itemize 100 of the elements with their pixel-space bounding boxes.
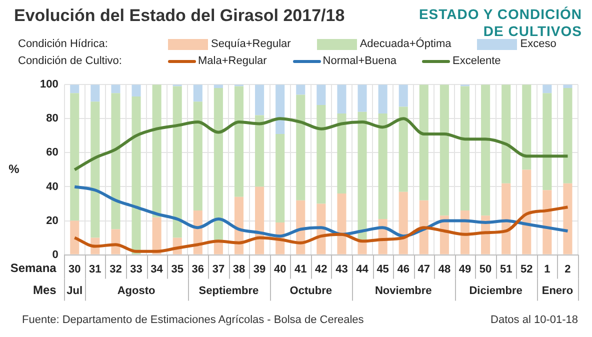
bar bbox=[542, 84, 552, 94]
bar bbox=[460, 86, 470, 211]
bar bbox=[398, 84, 408, 107]
x-tick-label: 32 bbox=[110, 263, 122, 276]
y-tick-label: 40 bbox=[46, 180, 58, 193]
x-tick-label: 43 bbox=[336, 263, 348, 276]
bar bbox=[172, 86, 182, 238]
x-tick-label: 46 bbox=[397, 263, 410, 276]
bar bbox=[358, 112, 367, 240]
bar bbox=[70, 220, 80, 254]
text: Septiembre bbox=[198, 284, 259, 297]
y-axis-title: % bbox=[8, 162, 20, 176]
bar bbox=[70, 93, 80, 221]
chart-subtitle: ESTADO Y CONDICIÓN DE CULTIVOS bbox=[418, 6, 582, 39]
x-tick-label: 44 bbox=[356, 263, 370, 276]
legend-label: Adecuada+Óptima bbox=[360, 38, 452, 50]
bar bbox=[316, 84, 326, 106]
bar bbox=[152, 217, 162, 254]
bar bbox=[214, 88, 223, 242]
y-tick-label: 60 bbox=[46, 146, 58, 159]
legend-label: Exceso bbox=[520, 38, 556, 50]
bar bbox=[316, 105, 326, 204]
x-tick-label: 40 bbox=[274, 263, 286, 276]
x-tick-label: 38 bbox=[232, 263, 246, 276]
bar bbox=[152, 84, 162, 218]
bar bbox=[132, 96, 141, 254]
x-tick-label: 36 bbox=[192, 263, 204, 276]
bar bbox=[563, 183, 572, 254]
text: Noviembre bbox=[374, 284, 432, 297]
x-tick-label: 37 bbox=[212, 263, 225, 276]
bar bbox=[255, 84, 264, 116]
bar bbox=[337, 114, 346, 194]
y-tick-label: 100 bbox=[40, 78, 58, 91]
bar bbox=[90, 102, 100, 238]
x-tick-label: 35 bbox=[171, 263, 184, 276]
bar bbox=[111, 84, 120, 94]
text: Condición Hídrica: bbox=[18, 38, 109, 50]
text: Diciembre bbox=[469, 284, 522, 297]
x-tick-label: 33 bbox=[130, 263, 142, 276]
bar bbox=[440, 84, 449, 216]
y-tick-label: 80 bbox=[46, 112, 58, 125]
bar bbox=[276, 84, 285, 134]
x-tick-label: 30 bbox=[68, 263, 81, 276]
bar bbox=[563, 88, 572, 184]
x-tick-label: 31 bbox=[89, 263, 102, 276]
bar bbox=[70, 84, 80, 94]
legend-label: Normal+Buena bbox=[322, 55, 396, 67]
bar bbox=[542, 93, 552, 190]
bar bbox=[398, 192, 408, 254]
bar bbox=[419, 200, 428, 254]
bar bbox=[193, 84, 202, 102]
text: Octubre bbox=[290, 284, 332, 297]
bar bbox=[337, 84, 346, 114]
bar bbox=[337, 194, 346, 254]
bar bbox=[90, 84, 100, 102]
legend-label: Sequía+Regular bbox=[211, 38, 291, 50]
chart-title: Evolución del Estado del Girasol 2017/18 bbox=[14, 6, 345, 26]
text: Jul bbox=[66, 284, 83, 297]
bar bbox=[522, 84, 532, 170]
bar bbox=[398, 106, 408, 192]
bar bbox=[296, 84, 306, 95]
bar bbox=[378, 114, 388, 220]
text: Condición de Cultivo: bbox=[18, 55, 123, 67]
y-tick-label: 0 bbox=[52, 248, 58, 261]
bar bbox=[522, 170, 532, 254]
x-tick-label: 1 bbox=[544, 263, 550, 276]
bar bbox=[255, 115, 264, 187]
bar bbox=[234, 86, 244, 197]
x-tick-label: 47 bbox=[418, 263, 430, 276]
x-tick-label: 52 bbox=[520, 263, 533, 276]
x-tick-label: 49 bbox=[458, 263, 472, 276]
bar bbox=[502, 84, 511, 184]
legend-label: Excelente bbox=[452, 55, 501, 67]
bar bbox=[296, 94, 306, 200]
x-tick-label: 34 bbox=[150, 263, 164, 276]
x-tick-label: 41 bbox=[294, 263, 307, 276]
x-tick-label: 39 bbox=[253, 263, 266, 276]
bar bbox=[255, 186, 264, 254]
bar bbox=[358, 84, 367, 112]
line-series bbox=[73, 206, 570, 253]
source-note: Fuente: Departamento de Estimaciones Agrícolas - Bolsa de Cereales bbox=[22, 314, 364, 326]
bar bbox=[111, 93, 120, 230]
bar bbox=[276, 134, 285, 222]
bar bbox=[193, 102, 202, 211]
text: Mes bbox=[33, 283, 57, 298]
legend-label: Mala+Regular bbox=[198, 55, 267, 67]
line-series bbox=[73, 185, 570, 238]
x-tick-label: 2 bbox=[564, 263, 571, 276]
bar bbox=[481, 84, 490, 216]
x-tick-label: 48 bbox=[438, 263, 451, 276]
x-tick-label: 50 bbox=[479, 263, 492, 276]
x-axis-title: Semana bbox=[10, 261, 57, 276]
bar bbox=[378, 84, 388, 114]
text: Agosto bbox=[117, 284, 156, 297]
x-tick-label: 42 bbox=[315, 263, 328, 276]
line-series bbox=[73, 117, 570, 172]
text: Datos al 10-01-18 bbox=[490, 314, 578, 326]
x-tick-label: 45 bbox=[376, 263, 389, 276]
bar bbox=[419, 84, 428, 200]
x-tick-label: 51 bbox=[500, 263, 512, 276]
